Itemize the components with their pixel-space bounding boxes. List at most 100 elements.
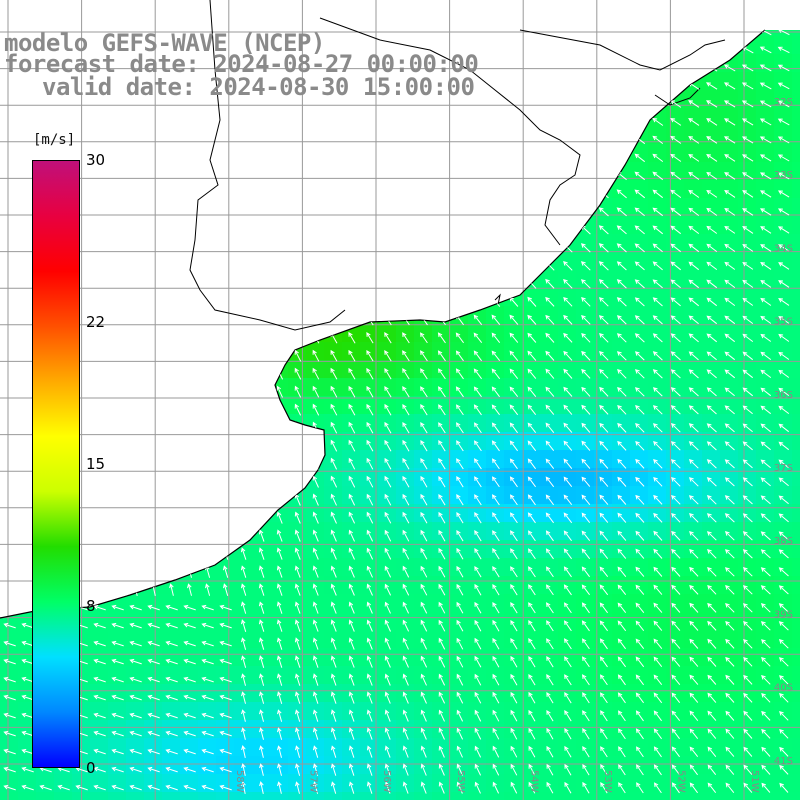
wind-speed-cell (162, 486, 181, 505)
wind-speed-cell (288, 792, 307, 800)
wind-arrow (201, 658, 214, 665)
wind-speed-cell (270, 270, 289, 289)
wind-arrow (777, 208, 790, 216)
wind-speed-cell (756, 234, 775, 253)
wind-arrow (760, 513, 771, 523)
wind-arrow (366, 385, 374, 398)
wind-speed-cell (630, 0, 649, 19)
wind-speed-cell (108, 702, 127, 721)
wind-speed-cell (108, 756, 127, 775)
wind-arrow (25, 295, 30, 308)
wind-arrow (348, 709, 355, 722)
wind-arrow (24, 79, 31, 92)
wind-arrow (147, 640, 160, 647)
wind-arrow (526, 135, 537, 145)
wind-arrow (688, 118, 700, 126)
wind-arrow (24, 133, 31, 146)
wind-arrow (366, 493, 374, 506)
wind-arrow (778, 298, 790, 306)
wind-arrow (706, 190, 718, 198)
wind-arrow (743, 692, 753, 703)
wind-arrow (725, 602, 735, 613)
wind-speed-cell (522, 342, 541, 361)
wind-speed-cell (180, 504, 199, 523)
wind-arrow (330, 583, 337, 596)
wind-arrow (240, 547, 247, 560)
wind-speed-cell (504, 216, 523, 235)
wind-speed-cell (450, 144, 469, 163)
wind-arrow (222, 493, 229, 506)
wind-arrow (760, 387, 772, 397)
wind-speed-cell (792, 774, 800, 793)
wind-speed-cell (468, 288, 487, 307)
wind-speed-cell (198, 108, 217, 127)
wind-arrow (473, 332, 483, 344)
wind-speed-cell (594, 774, 613, 793)
wind-speed-cell (180, 756, 199, 775)
wind-arrow (348, 331, 356, 344)
wind-arrow (509, 350, 519, 362)
wind-speed-cell (432, 216, 451, 235)
wind-arrow (147, 766, 160, 773)
wind-speed-cell (648, 648, 667, 667)
wind-speed-cell (180, 684, 199, 703)
longitude-label: 54W (528, 770, 539, 793)
wind-speed-cell (612, 72, 631, 91)
wind-speed-cell (756, 162, 775, 181)
wind-arrow (186, 349, 193, 362)
wind-arrow (759, 82, 772, 90)
wind-speed-cell (684, 594, 703, 613)
wind-arrow (742, 244, 754, 252)
wind-arrow (635, 476, 645, 487)
wind-arrow (706, 136, 718, 144)
wind-speed-cell (144, 504, 163, 523)
wind-speed-cell (720, 558, 739, 577)
wind-arrow (598, 279, 609, 289)
wind-speed-cell (342, 198, 361, 217)
wind-speed-cell (504, 180, 523, 199)
wind-arrow (598, 63, 610, 73)
wind-arrow (510, 691, 518, 704)
wind-speed-cell (720, 702, 739, 721)
wind-speed-cell (324, 288, 343, 307)
wind-arrow (456, 745, 463, 758)
wind-arrow (509, 188, 519, 199)
wind-speed-cell (126, 702, 145, 721)
wind-arrow (473, 224, 483, 235)
wind-arrow (115, 403, 121, 416)
wind-arrow (509, 242, 519, 253)
wind-arrow (21, 730, 34, 737)
wind-speed-cell (756, 612, 775, 631)
wind-arrow (147, 694, 160, 701)
wind-arrow (564, 674, 572, 686)
wind-arrow (60, 115, 67, 128)
latitude-label: 32S (774, 97, 793, 108)
wind-arrow (348, 601, 355, 614)
wind-arrow (581, 368, 591, 379)
wind-speed-cell (594, 666, 613, 685)
wind-speed-cell (486, 576, 505, 595)
wind-arrow (670, 189, 682, 198)
wind-arrow (201, 748, 214, 755)
wind-arrow (688, 351, 699, 361)
wind-speed-cell (414, 30, 433, 37)
wind-arrow (294, 457, 301, 470)
wind-speed-cell (414, 576, 433, 595)
wind-speed-cell (414, 450, 433, 469)
wind-arrow (438, 457, 446, 470)
wind-speed-cell (720, 342, 739, 361)
wind-arrow (581, 530, 591, 542)
wind-arrow (581, 314, 591, 325)
wind-speed-cell (702, 594, 721, 613)
wind-speed-cell (774, 612, 793, 631)
wind-speed-cell (162, 198, 181, 217)
wind-arrow (563, 566, 572, 578)
wind-arrow (258, 547, 265, 560)
wind-arrow (688, 189, 700, 198)
wind-speed-cell (630, 432, 649, 451)
wind-arrow (348, 511, 356, 524)
wind-arrow (670, 369, 681, 379)
wind-arrow (366, 260, 374, 272)
wind-arrow (240, 295, 248, 308)
wind-arrow (204, 511, 211, 524)
